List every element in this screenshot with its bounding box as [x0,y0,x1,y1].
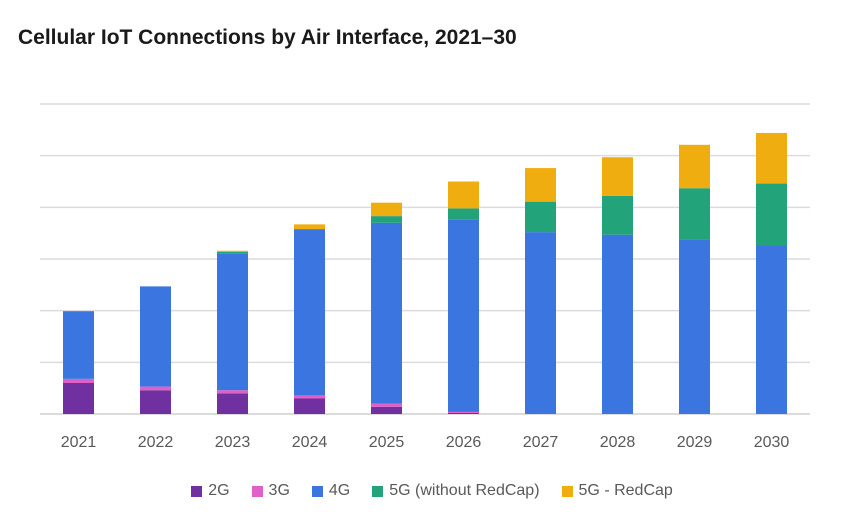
bar-2027-4g [525,232,556,414]
x-tick-label: 2026 [446,434,482,451]
bar-2024-4g [294,229,325,396]
x-tick-label: 2027 [523,434,559,451]
bar-2021-4g [63,311,94,379]
bar-2024-5g-without-redcap [294,229,325,230]
legend-swatch [311,485,323,497]
bar-2021-3g [63,378,94,383]
bar-2023-5g-redcap [217,250,248,252]
legend-label: 4G [328,482,351,499]
bar-2028-5g-redcap [602,157,633,196]
x-tick-label: 2021 [61,434,97,451]
bar-2024-2g [294,398,325,414]
x-axis-labels: 2021 2022 2023 2024 2025 2026 2027 2028 2029 2030 [61,434,790,451]
legend-item-4g: 4G [311,482,351,500]
bar-2024-5g-redcap [294,224,325,230]
legend-label: 5G - RedCap [578,482,673,499]
bar-2023-3g [217,390,248,394]
legend-swatch [561,485,573,497]
x-tick-label: 2029 [677,434,713,451]
bar-2025-5g-without-redcap [371,216,402,223]
legend-label: 3G [268,482,290,499]
legend-swatch [251,485,263,497]
legend-item-3g: 3G [251,482,290,500]
bar-2026-3g [448,411,479,413]
bar-2021-2g [63,383,94,414]
legend: 2G 3G 4G 5G (without RedCap) 5G - RedCap [0,482,864,500]
bars [63,132,787,414]
x-tick-label: 2025 [369,434,405,451]
bar-2030-5g-without-redcap [756,183,787,246]
x-tick-label: 2024 [292,434,328,451]
legend-item-2g: 2G [191,482,230,500]
x-tick-label: 2022 [138,434,174,451]
bar-2023-4g [217,253,248,391]
bar-2029-4g [679,239,710,414]
bar-2027-5g-without-redcap [525,201,556,233]
bar-2030-5g-redcap [756,132,787,184]
legend-swatch [191,485,203,497]
bar-2022-3g [140,386,171,391]
bar-2025-3g [371,403,402,407]
bar-2026-5g-without-redcap [448,208,479,220]
bar-2029-5g-redcap [679,144,710,189]
bar-2025-4g [371,222,402,404]
legend-item-5g-without-redcap: 5G (without RedCap) [372,482,540,500]
bar-2023-2g [217,393,248,414]
bar-2030-4g [756,245,787,414]
bar-2023-5g-without-redcap [217,251,248,254]
bar-2024-3g [294,395,325,399]
bar-2022-2g [140,390,171,414]
x-tick-label: 2023 [215,434,251,451]
bar-2026-2g [448,412,479,414]
x-tick-label: 2028 [600,434,636,451]
chart-title: Cellular IoT Connections by Air Interfac… [18,26,517,49]
bar-2026-4g [448,219,479,412]
x-tick-label: 2030 [754,434,790,451]
legend-swatch [372,485,384,497]
bar-2025-5g-redcap [371,202,402,217]
bar-2028-4g [602,234,633,414]
legend-item-5g-redcap: 5G - RedCap [561,482,673,500]
bar-2029-5g-without-redcap [679,188,710,240]
bar-2026-5g-redcap [448,181,479,209]
bar-2022-4g [140,286,171,387]
legend-label: 5G (without RedCap) [389,482,540,499]
bar-2025-2g [371,406,402,414]
bar-2028-5g-without-redcap [602,195,633,235]
bar-2027-5g-redcap [525,168,556,202]
legend-label: 2G [208,482,230,499]
